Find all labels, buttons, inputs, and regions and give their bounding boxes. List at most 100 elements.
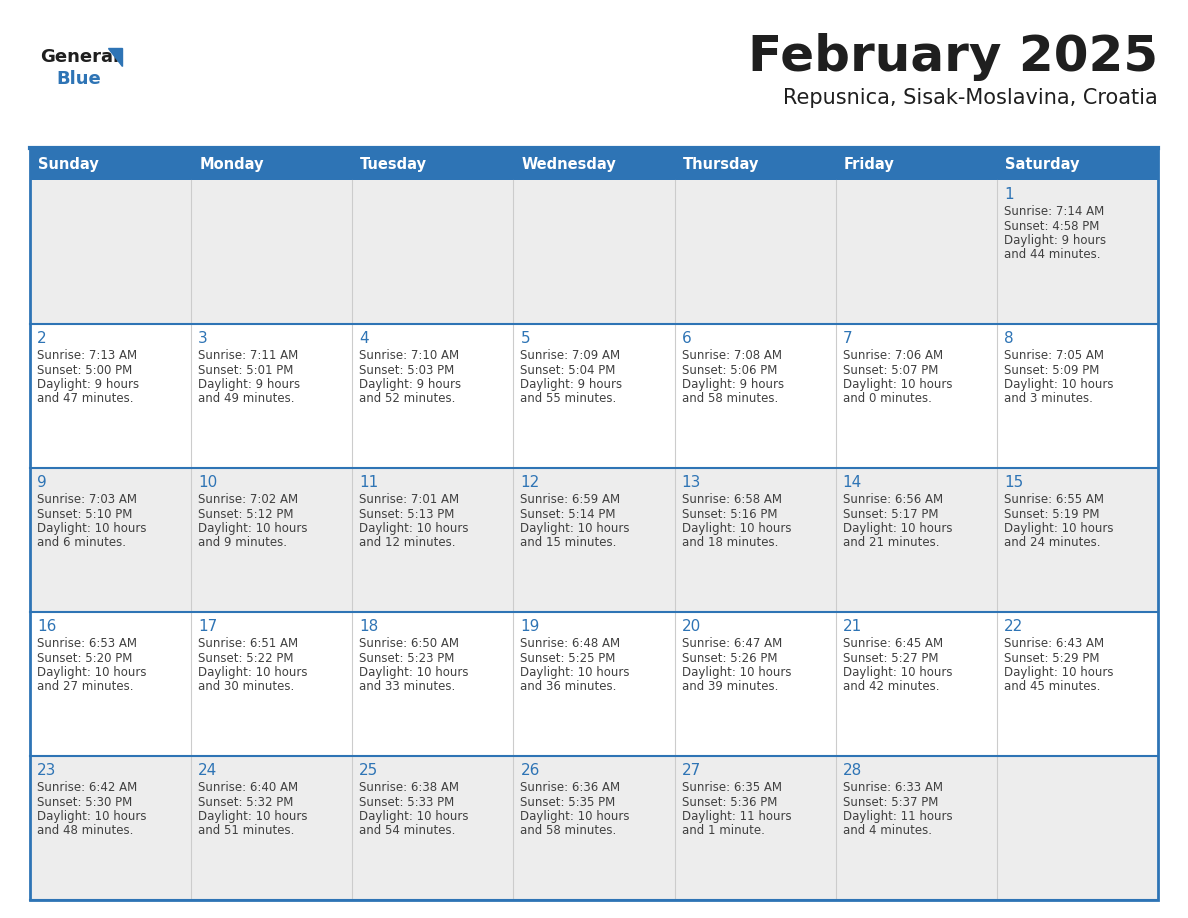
Text: 12: 12	[520, 475, 539, 490]
Bar	[191, 148, 353, 180]
Text: Sunset: 4:58 PM: Sunset: 4:58 PM	[1004, 219, 1099, 232]
Text: Sunrise: 6:43 AM: Sunrise: 6:43 AM	[1004, 637, 1104, 650]
Text: and 42 minutes.: and 42 minutes.	[842, 680, 940, 693]
Text: 15: 15	[1004, 475, 1023, 490]
Text: Sunrise: 6:35 AM: Sunrise: 6:35 AM	[682, 781, 782, 794]
Bar	[353, 612, 513, 756]
Bar	[30, 756, 191, 900]
Text: Sunset: 5:19 PM: Sunset: 5:19 PM	[1004, 508, 1099, 521]
Text: and 24 minutes.: and 24 minutes.	[1004, 536, 1100, 550]
Text: Daylight: 10 hours: Daylight: 10 hours	[682, 522, 791, 535]
Text: 18: 18	[359, 619, 379, 634]
Bar	[675, 324, 835, 468]
Text: Daylight: 10 hours: Daylight: 10 hours	[520, 810, 630, 823]
Text: and 18 minutes.: and 18 minutes.	[682, 536, 778, 550]
Bar	[191, 324, 353, 468]
Text: and 3 minutes.: and 3 minutes.	[1004, 393, 1093, 406]
Text: Daylight: 9 hours: Daylight: 9 hours	[520, 378, 623, 391]
Text: Sunset: 5:26 PM: Sunset: 5:26 PM	[682, 652, 777, 665]
Text: and 1 minute.: and 1 minute.	[682, 824, 764, 837]
Text: Daylight: 10 hours: Daylight: 10 hours	[37, 810, 146, 823]
Text: 7: 7	[842, 331, 852, 346]
Text: Sunrise: 6:51 AM: Sunrise: 6:51 AM	[198, 637, 298, 650]
Text: and 30 minutes.: and 30 minutes.	[198, 680, 295, 693]
Text: 26: 26	[520, 763, 539, 778]
Text: Sunset: 5:20 PM: Sunset: 5:20 PM	[37, 652, 132, 665]
Text: and 48 minutes.: and 48 minutes.	[37, 824, 133, 837]
Bar	[675, 180, 835, 324]
Text: Daylight: 10 hours: Daylight: 10 hours	[842, 666, 953, 679]
Text: Monday: Monday	[200, 156, 264, 172]
Text: Sunrise: 6:59 AM: Sunrise: 6:59 AM	[520, 493, 620, 506]
Text: Sunset: 5:09 PM: Sunset: 5:09 PM	[1004, 364, 1099, 376]
Text: Daylight: 10 hours: Daylight: 10 hours	[1004, 522, 1113, 535]
Text: 20: 20	[682, 619, 701, 634]
Text: Daylight: 9 hours: Daylight: 9 hours	[682, 378, 784, 391]
Bar	[675, 468, 835, 612]
Text: and 12 minutes.: and 12 minutes.	[359, 536, 456, 550]
Text: 27: 27	[682, 763, 701, 778]
Text: Sunrise: 6:38 AM: Sunrise: 6:38 AM	[359, 781, 460, 794]
Text: Sunrise: 6:58 AM: Sunrise: 6:58 AM	[682, 493, 782, 506]
Text: Daylight: 9 hours: Daylight: 9 hours	[37, 378, 139, 391]
Text: Sunset: 5:17 PM: Sunset: 5:17 PM	[842, 508, 939, 521]
Bar	[835, 756, 997, 900]
Text: Sunset: 5:16 PM: Sunset: 5:16 PM	[682, 508, 777, 521]
Text: Sunset: 5:13 PM: Sunset: 5:13 PM	[359, 508, 455, 521]
Text: Saturday: Saturday	[1005, 156, 1080, 172]
Bar	[997, 324, 1158, 468]
Text: and 9 minutes.: and 9 minutes.	[198, 536, 287, 550]
Text: and 36 minutes.: and 36 minutes.	[520, 680, 617, 693]
Bar	[353, 756, 513, 900]
Text: Sunrise: 6:33 AM: Sunrise: 6:33 AM	[842, 781, 943, 794]
Text: 13: 13	[682, 475, 701, 490]
Bar	[30, 324, 191, 468]
Bar	[513, 180, 675, 324]
Text: 21: 21	[842, 619, 862, 634]
Text: Blue: Blue	[56, 70, 101, 88]
Text: 25: 25	[359, 763, 379, 778]
Text: Sunrise: 6:42 AM: Sunrise: 6:42 AM	[37, 781, 138, 794]
Text: Sunset: 5:06 PM: Sunset: 5:06 PM	[682, 364, 777, 376]
Polygon shape	[108, 48, 122, 66]
Text: 23: 23	[37, 763, 56, 778]
Bar	[191, 756, 353, 900]
Bar	[513, 612, 675, 756]
Text: Daylight: 10 hours: Daylight: 10 hours	[520, 666, 630, 679]
Text: Sunset: 5:04 PM: Sunset: 5:04 PM	[520, 364, 615, 376]
Text: and 55 minutes.: and 55 minutes.	[520, 393, 617, 406]
Bar	[675, 612, 835, 756]
Text: Daylight: 10 hours: Daylight: 10 hours	[198, 810, 308, 823]
Text: Repusnica, Sisak-Moslavina, Croatia: Repusnica, Sisak-Moslavina, Croatia	[783, 88, 1158, 108]
Bar	[353, 180, 513, 324]
Bar	[835, 468, 997, 612]
Text: and 33 minutes.: and 33 minutes.	[359, 680, 455, 693]
Bar	[997, 612, 1158, 756]
Text: and 6 minutes.: and 6 minutes.	[37, 536, 126, 550]
Text: Sunrise: 7:11 AM: Sunrise: 7:11 AM	[198, 349, 298, 362]
Text: Sunrise: 7:06 AM: Sunrise: 7:06 AM	[842, 349, 943, 362]
Text: and 58 minutes.: and 58 minutes.	[520, 824, 617, 837]
Text: and 54 minutes.: and 54 minutes.	[359, 824, 456, 837]
Text: and 45 minutes.: and 45 minutes.	[1004, 680, 1100, 693]
Text: Sunset: 5:10 PM: Sunset: 5:10 PM	[37, 508, 132, 521]
Text: Sunrise: 7:03 AM: Sunrise: 7:03 AM	[37, 493, 137, 506]
Text: Sunrise: 6:50 AM: Sunrise: 6:50 AM	[359, 637, 460, 650]
Text: Sunrise: 6:48 AM: Sunrise: 6:48 AM	[520, 637, 620, 650]
Text: 5: 5	[520, 331, 530, 346]
Text: Daylight: 9 hours: Daylight: 9 hours	[1004, 234, 1106, 247]
Text: and 15 minutes.: and 15 minutes.	[520, 536, 617, 550]
Text: Sunrise: 7:01 AM: Sunrise: 7:01 AM	[359, 493, 460, 506]
Bar	[191, 468, 353, 612]
Text: 1: 1	[1004, 187, 1013, 202]
Text: and 27 minutes.: and 27 minutes.	[37, 680, 133, 693]
Bar	[513, 148, 675, 180]
Text: Sunset: 5:33 PM: Sunset: 5:33 PM	[359, 796, 455, 809]
Text: and 44 minutes.: and 44 minutes.	[1004, 249, 1100, 262]
Text: and 39 minutes.: and 39 minutes.	[682, 680, 778, 693]
Text: and 4 minutes.: and 4 minutes.	[842, 824, 931, 837]
Text: Sunrise: 6:53 AM: Sunrise: 6:53 AM	[37, 637, 137, 650]
Bar	[353, 468, 513, 612]
Text: 14: 14	[842, 475, 862, 490]
Text: 10: 10	[198, 475, 217, 490]
